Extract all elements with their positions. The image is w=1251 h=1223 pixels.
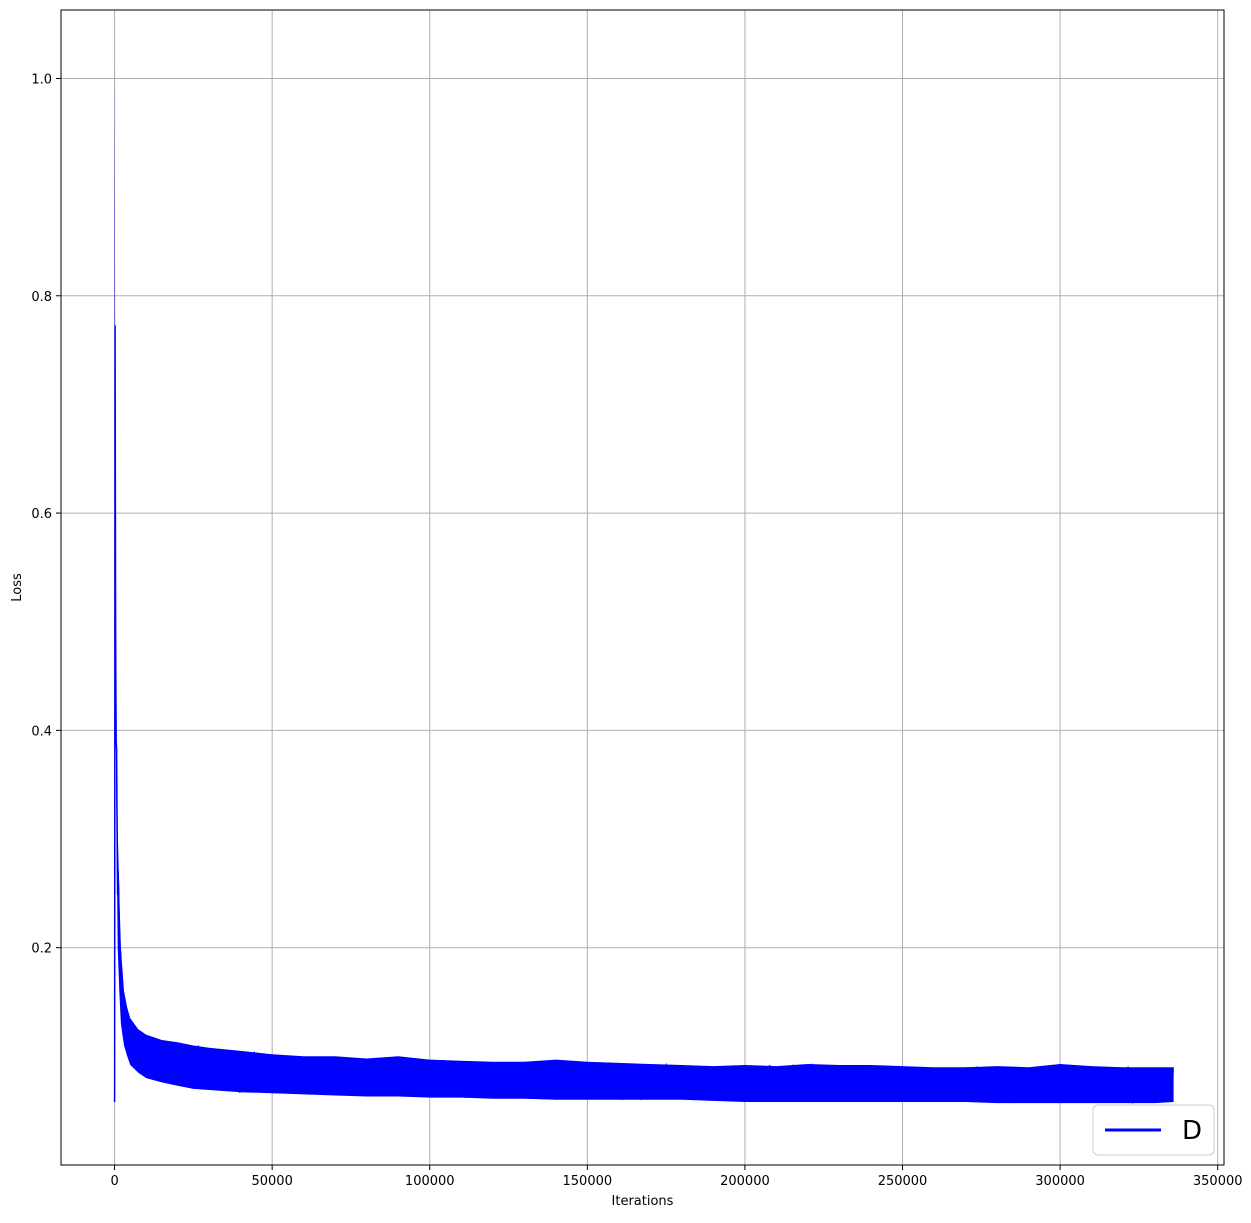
x-tick-label: 250000	[878, 1174, 928, 1189]
axis-ticks: 0 50000 100000 150000 200000 250000 300000 3500…	[31, 72, 1242, 1189]
grid-lines	[61, 10, 1224, 1165]
x-tick-label: 0	[110, 1174, 118, 1189]
y-tick-label: 0.8	[31, 290, 52, 305]
series-band-D	[114, 62, 1174, 1104]
legend-label-D: D	[1182, 1116, 1202, 1146]
x-tick-label: 150000	[563, 1174, 613, 1189]
series-line-D	[113, 325, 1174, 1105]
series-layer	[113, 62, 1174, 1105]
x-tick-label: 100000	[405, 1174, 455, 1189]
x-tick-label: 200000	[720, 1174, 770, 1189]
y-tick-label: 1.0	[31, 72, 52, 87]
y-tick-label: 0.2	[31, 942, 52, 957]
y-tick-label: 0.6	[31, 507, 52, 522]
x-tick-label: 350000	[1193, 1174, 1243, 1189]
plot-border	[60, 9, 1225, 1166]
x-tick-label: 50000	[251, 1174, 292, 1189]
y-tick-label: 0.4	[31, 724, 52, 739]
plot-frame	[60, 9, 1225, 1166]
y-axis-label: Loss	[10, 573, 25, 602]
legend: D	[1092, 1104, 1215, 1156]
x-tick-label: 300000	[1035, 1174, 1085, 1189]
x-axis-label: Iterations	[612, 1194, 674, 1209]
